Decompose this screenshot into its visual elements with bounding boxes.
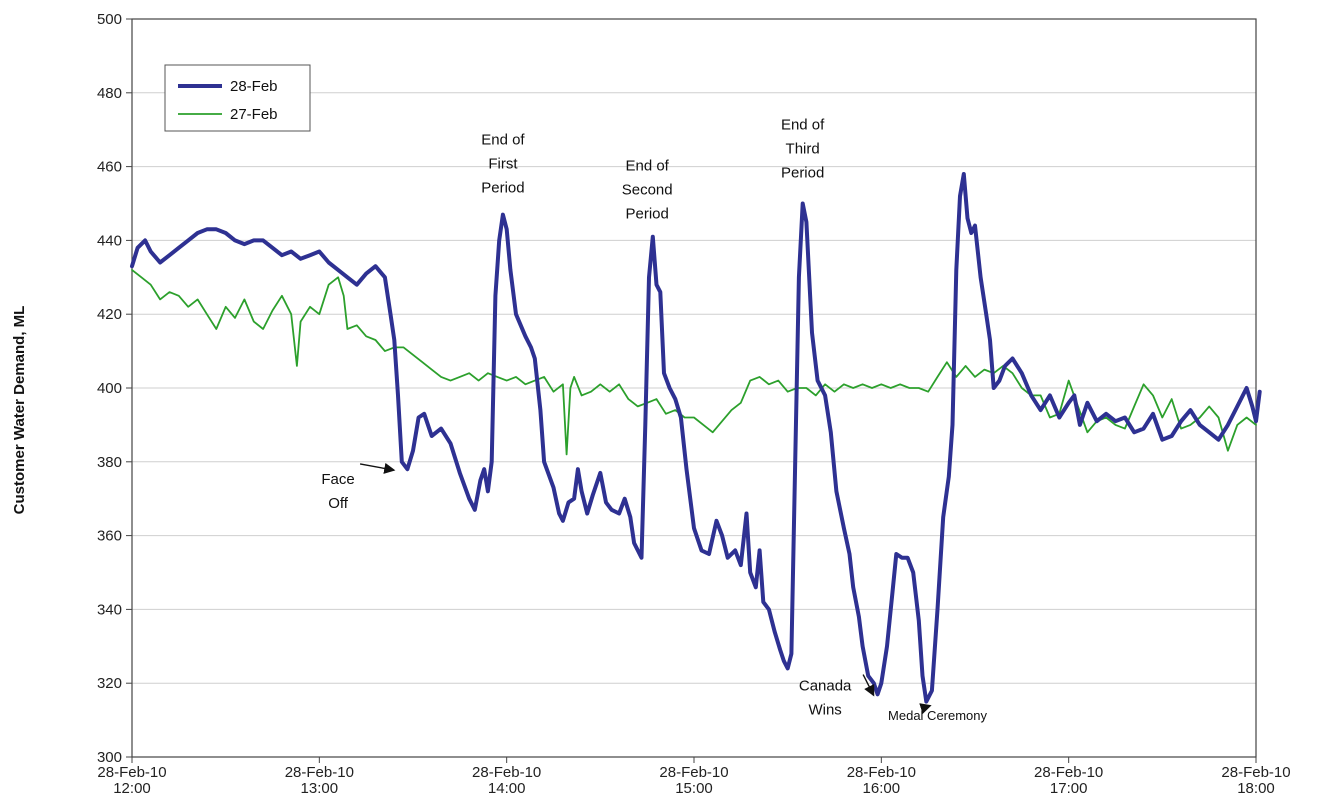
legend: 28-Feb 27-Feb bbox=[164, 64, 311, 132]
annotation-text: Medal Ceremony bbox=[888, 708, 987, 723]
x-tick-label-date: 28-Feb-10 bbox=[97, 764, 166, 781]
annotation: Canada Wins bbox=[799, 674, 875, 719]
y-tick-label: 440 bbox=[97, 232, 122, 249]
annotation: End of First Period bbox=[481, 131, 525, 196]
y-tick-label: 300 bbox=[97, 749, 122, 766]
annotation-text: Period bbox=[781, 165, 824, 182]
annotation-text: Third bbox=[786, 141, 820, 158]
x-tick-label-time: 14:00 bbox=[488, 780, 526, 797]
series-layer bbox=[130, 172, 1262, 704]
annotation-text: Second bbox=[622, 181, 673, 198]
annotation-text: Period bbox=[481, 179, 524, 196]
y-tick-label: 400 bbox=[97, 380, 122, 397]
y-axis-ticks: 300 320 340 360 380 400 420 440 460 480 500 bbox=[97, 11, 132, 766]
annotation-text: Period bbox=[625, 205, 668, 222]
x-tick-label-time: 18:00 bbox=[1237, 780, 1275, 797]
x-tick-label-date: 28-Feb-10 bbox=[1221, 764, 1290, 781]
annotation-text: End of bbox=[481, 131, 525, 148]
x-tick-label-date: 28-Feb-10 bbox=[847, 764, 916, 781]
annotation-text: End of bbox=[781, 117, 825, 134]
annotation-text: Wins bbox=[808, 702, 841, 719]
annotation-text: Off bbox=[328, 495, 349, 512]
x-tick-label-time: 13:00 bbox=[301, 780, 339, 797]
annotation: Medal Ceremony bbox=[888, 703, 988, 723]
annotation-text: End of bbox=[625, 157, 669, 174]
annotation: End of Third Period bbox=[781, 117, 825, 182]
x-tick-label-time: 16:00 bbox=[863, 780, 901, 797]
annotation-arrow bbox=[359, 462, 396, 474]
y-tick-label: 460 bbox=[97, 159, 122, 176]
legend-label: 27-Feb bbox=[230, 106, 278, 123]
annotation-arrow bbox=[919, 703, 932, 714]
annotation-text: Canada bbox=[799, 678, 852, 695]
x-tick-label-time: 12:00 bbox=[113, 780, 151, 797]
y-tick-label: 480 bbox=[97, 85, 122, 102]
y-tick-label: 360 bbox=[97, 528, 122, 545]
x-tick-label-time: 17:00 bbox=[1050, 780, 1088, 797]
series-line-28-feb bbox=[130, 172, 1262, 704]
annotation: End of Second Period bbox=[622, 157, 673, 222]
x-tick-label-date: 28-Feb-10 bbox=[1034, 764, 1103, 781]
x-tick-label-date: 28-Feb-10 bbox=[472, 764, 541, 781]
annotation-text: Face bbox=[321, 471, 354, 488]
y-tick-label: 420 bbox=[97, 306, 122, 323]
y-tick-label: 320 bbox=[97, 675, 122, 692]
annotations: Face Off End of First Period End of Second Peri… bbox=[321, 117, 987, 723]
annotation-arrow bbox=[862, 674, 875, 697]
legend-box bbox=[164, 64, 311, 132]
y-tick-label: 340 bbox=[97, 601, 122, 618]
legend-label: 28-Feb bbox=[230, 78, 278, 95]
x-axis-ticks: 28-Feb-1012:0028-Feb-1013:0028-Feb-1014:… bbox=[97, 757, 1291, 797]
y-axis-label: Customer Water Demand, ML bbox=[11, 306, 28, 515]
x-tick-label-date: 28-Feb-10 bbox=[659, 764, 728, 781]
y-tick-label: 500 bbox=[97, 11, 122, 28]
annotation: Face Off bbox=[321, 462, 396, 512]
x-tick-label-date: 28-Feb-10 bbox=[285, 764, 354, 781]
y-tick-label: 380 bbox=[97, 454, 122, 471]
x-tick-label-time: 15:00 bbox=[675, 780, 713, 797]
annotation-text: First bbox=[488, 155, 518, 172]
series-line-27-feb bbox=[131, 269, 1257, 456]
